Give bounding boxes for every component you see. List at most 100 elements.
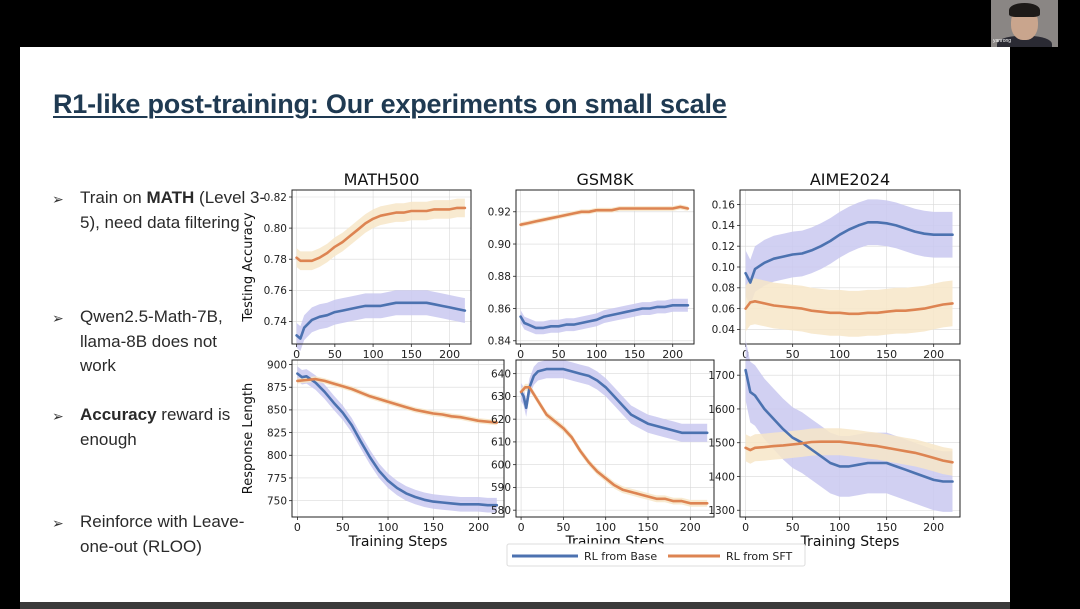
- y-tick-label: 0.90: [488, 239, 511, 251]
- bullet-text-strong: MATH: [146, 188, 195, 207]
- y-tick-label: 0.08: [712, 283, 735, 295]
- x-tick-label: 50: [552, 348, 566, 361]
- y-tick-label: 0.10: [712, 262, 735, 274]
- plot-border: [515, 359, 715, 518]
- series-line-rl-from-base: [295, 301, 467, 340]
- arrow-bullet-icon: ➢: [52, 408, 64, 424]
- y-tick-label: 0.86: [488, 303, 512, 315]
- y-tick-label: 600: [491, 459, 511, 471]
- bullet-text-prefix: Train on: [80, 188, 147, 207]
- x-tick-label: 100: [378, 521, 399, 534]
- y-tick-label: 0.80: [264, 223, 287, 235]
- y-tick-label: 0.78: [264, 254, 287, 266]
- x-tick-label: 150: [876, 348, 897, 361]
- y-tick-label: 750: [267, 495, 287, 507]
- y-tick-label: 580: [491, 505, 511, 517]
- bullet-text: Train on MATH (Level 3-5), need data fil…: [80, 186, 280, 235]
- y-tick-label: 875: [267, 382, 287, 394]
- x-tick-label: 200: [662, 348, 683, 361]
- y-tick-label: 0.14: [712, 220, 736, 232]
- legend: RL from Base RL from SFT: [506, 543, 806, 567]
- y-tick-label: 0.82: [264, 192, 287, 204]
- y-tick-label: 590: [491, 482, 511, 494]
- bullet-text-rest: (Level 3-5), need data filtering: [80, 188, 266, 232]
- x-tick-label: 100: [829, 521, 850, 534]
- y-tick-label: 0.76: [264, 285, 288, 297]
- x-tick-label: 0: [518, 521, 525, 534]
- series-line-rl-from-sft: [744, 440, 954, 464]
- webcam-name-label: yanrong: [993, 38, 1012, 44]
- bullet-text-prefix: Qwen2.5-Math-7B, llama-8B does not work: [80, 307, 223, 375]
- legend-label-rl-from-base: RL from Base: [584, 550, 657, 563]
- x-tick-label: 100: [829, 348, 850, 361]
- x-axis-label: Training Steps: [348, 534, 448, 550]
- y-tick-label: 850: [267, 405, 287, 417]
- series-line-rl-from-sft: [296, 377, 499, 424]
- x-tick-label: 200: [468, 521, 489, 534]
- plot-border: [515, 189, 695, 345]
- chart-title: GSM8K: [576, 170, 634, 189]
- series-line-rl-from-sft: [519, 385, 709, 505]
- x-tick-label: 200: [680, 521, 701, 534]
- y-axis-label: Response Length: [241, 383, 256, 494]
- arrow-bullet-icon: ➢: [52, 310, 64, 326]
- x-tick-label: 0: [294, 521, 301, 534]
- x-tick-label: 50: [328, 348, 342, 361]
- chart-panel: 0 50 100 150 200 1300 1400 1500 1600 1700 Training…: [708, 339, 961, 550]
- bullet-text-prefix: Reinforce with Leave-one-out (RLOO): [80, 512, 245, 556]
- y-tick-label: 0.74: [264, 316, 288, 328]
- chart-panel: 0 50 100 150 200 0.74 0.76 0.78 0.80 0.82 MATH500 T…: [241, 170, 472, 361]
- y-axis-label: Testing Accuracy: [241, 212, 256, 322]
- confidence-band: [745, 278, 953, 337]
- chart-panel: 0 50 100 150 200 0.84 0.86 0.88 0.90 0.92 GSM8K: [488, 170, 695, 361]
- chart-title: AIME2024: [810, 170, 890, 189]
- series-line-rl-from-base: [296, 372, 499, 507]
- bullet-text-rest: reward is enough: [80, 405, 231, 449]
- slide-title: R1-like post-training: Our experiments o…: [53, 89, 727, 119]
- x-axis-label: Training Steps: [800, 534, 900, 550]
- y-tick-label: 1600: [708, 404, 735, 416]
- chart-panel: 0501001502000.040.060.080.100.120.140.16…: [712, 170, 961, 361]
- chart-panel: 0 50 100 150 200 750 775 800 825 850 875 900 Trainin…: [241, 359, 505, 550]
- y-tick-label: 825: [267, 427, 287, 439]
- x-tick-label: 100: [595, 521, 616, 534]
- y-tick-label: 900: [267, 359, 287, 371]
- x-tick-label: 200: [923, 521, 944, 534]
- x-tick-label: 50: [786, 521, 800, 534]
- y-tick-label: 0.04: [712, 324, 736, 336]
- series-line-rl-from-sft: [295, 206, 467, 263]
- x-tick-label: 0: [517, 348, 524, 361]
- chart-panel: 0 50 100 150 200580590600610620630640Trainin…: [491, 359, 715, 550]
- confidence-band: [296, 198, 465, 271]
- plot-border: [291, 359, 505, 518]
- y-tick-label: 0.88: [488, 271, 511, 283]
- x-tick-label: 150: [423, 521, 444, 534]
- x-tick-label: 200: [439, 348, 460, 361]
- series-line-rl-from-base: [519, 303, 690, 330]
- y-tick-label: 0.84: [488, 336, 512, 348]
- arrow-bullet-icon: ➢: [52, 515, 64, 531]
- y-tick-label: 800: [267, 450, 287, 462]
- y-tick-label: 630: [491, 391, 511, 403]
- y-tick-label: 1300: [708, 505, 735, 517]
- bullet-text: Reinforce with Leave-one-out (RLOO): [80, 510, 262, 559]
- legend-label-rl-from-sft: RL from SFT: [726, 550, 792, 563]
- legend-box: [506, 543, 806, 567]
- x-tick-label: 0: [742, 521, 749, 534]
- series-line-rl-from-sft: [519, 205, 690, 226]
- slide-bottom-bar: [20, 602, 1010, 609]
- y-tick-label: 620: [491, 414, 511, 426]
- person-shirt: [997, 36, 1052, 47]
- x-tick-label: 150: [401, 348, 422, 361]
- confidence-band: [296, 290, 465, 351]
- chart-grid: 0 50 100 150 200 0.74 0.76 0.78 0.80 0.82 MATH500 T…: [241, 170, 961, 567]
- x-tick-label: 150: [624, 348, 645, 361]
- confidence-band: [520, 204, 688, 228]
- bullet-text: Qwen2.5-Math-7B, llama-8B does not work: [80, 305, 240, 379]
- person-hair: [1009, 3, 1040, 17]
- series-line-rl-from-base: [744, 368, 954, 483]
- x-tick-label: 50: [336, 521, 350, 534]
- x-tick-label: 150: [876, 521, 897, 534]
- y-tick-label: 640: [491, 368, 511, 380]
- webcam-thumbnail[interactable]: yanrong: [991, 0, 1058, 47]
